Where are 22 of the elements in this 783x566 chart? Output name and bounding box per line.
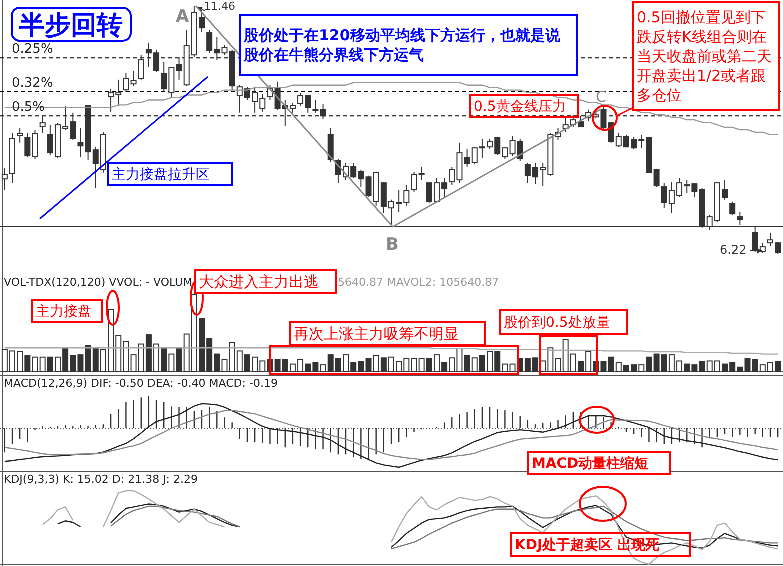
annotation: 再次上涨主力吸筹不明显 (294, 325, 459, 344)
text: 大众进入主力出逃 (199, 273, 319, 292)
annotation: B (386, 235, 399, 255)
annotation: 0.5% (12, 100, 46, 115)
chart-title: KDJ(9,3,3) K: 15.02 D: 21.38 J: 2.29 (4, 473, 198, 486)
chart-subtitle: 5640.87 MAVOL2: 105640.87 (338, 276, 500, 289)
annotation: 主力接盘拉升区 (112, 167, 210, 184)
annotation: C (596, 88, 606, 106)
annotation: 股价处于在120移动平均线下方运行，也就是说股价在牛熊分界线下方运气 (243, 26, 562, 64)
annotation: 主力接盘 (36, 304, 92, 320)
annotation: 0.32% (12, 76, 54, 91)
annotation: MACD动量柱缩短 (532, 455, 649, 472)
annotation: 股价到0.5处放量 (504, 315, 610, 332)
chart-title: 半步回转 (18, 11, 123, 41)
annotation: 0.5黄金线压力 (474, 99, 566, 116)
chart-title: MACD(12,26,9) DIF: -0.50 DEA: -0.40 MACD: -0.19 (4, 377, 278, 390)
annotation: 0.5回撤位置见到下跌反转K线组合则在当天收盘前或第二天开盘卖出1/2或者跟多仓位 (637, 8, 772, 104)
annotation: A (176, 7, 190, 27)
annotation: 0.25% (12, 42, 54, 57)
annotation: 11.46 (204, 0, 236, 13)
chart-title: VOL-TDX(120,120) VVOL: - VOLUM (4, 276, 193, 289)
annotation: 6.22 (720, 243, 747, 257)
